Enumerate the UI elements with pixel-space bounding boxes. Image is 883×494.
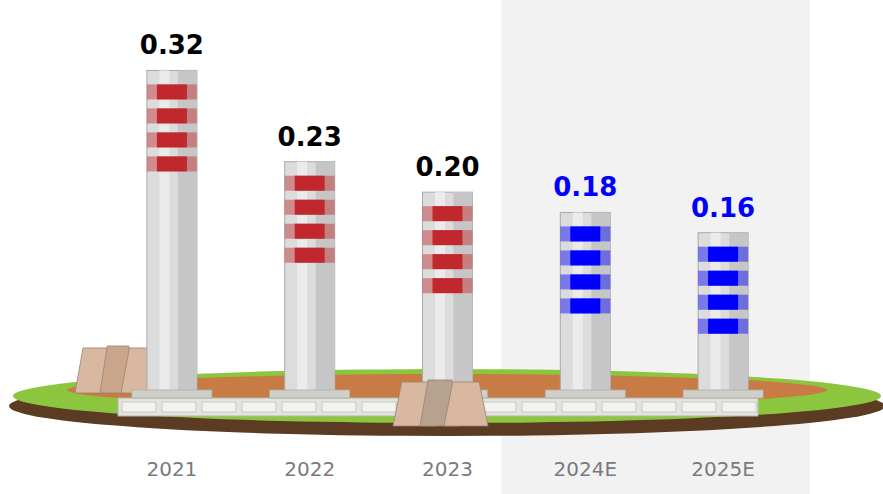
chimney [147, 70, 197, 395]
building [642, 402, 676, 412]
data-label: 0.32 [140, 30, 204, 60]
x-tick-label: 2023 [422, 457, 473, 481]
chimney-base [132, 390, 212, 398]
building [482, 402, 516, 412]
chimney-base [270, 390, 350, 398]
x-tick-label: 2025E [691, 457, 755, 481]
chimney-stripe [147, 156, 197, 171]
chimney-stripe [285, 176, 335, 191]
chimney-stripe [157, 108, 187, 123]
building [682, 402, 716, 412]
chimney [285, 162, 335, 395]
chimney-stripe [570, 226, 600, 241]
chimney-stripe [147, 132, 197, 147]
chimney-stripe [423, 254, 473, 269]
x-tick-label: 2024E [554, 457, 618, 481]
cooling-tower [444, 382, 488, 426]
chart: 0.32 2021 0.23 2022 0.20 2023 0.18 2024E 0.16 202… [0, 0, 883, 494]
chimney-stripe [423, 230, 473, 245]
chimney-stripe [157, 84, 187, 99]
chimney-shade [316, 162, 335, 395]
chimney-stripe [708, 295, 738, 310]
chimney-stripe [147, 84, 197, 99]
chimney-stripe [285, 200, 335, 215]
chimney-stripe [560, 250, 610, 265]
chimney-stripe [560, 274, 610, 289]
x-tick-label: 2022 [284, 457, 335, 481]
chimney-stripe [285, 248, 335, 263]
chimney-stripe [570, 274, 600, 289]
chimney-stripe [698, 319, 748, 334]
chimney-stripe [708, 319, 738, 334]
chimney-stripe [295, 200, 325, 215]
marks [147, 70, 748, 395]
data-label: 0.23 [278, 122, 342, 152]
chimney-shade [454, 192, 473, 395]
building [122, 402, 156, 412]
chimney-stripe [708, 271, 738, 286]
chimney-stripe [433, 230, 463, 245]
chimney-stripe [433, 206, 463, 221]
chimney-stripe [295, 248, 325, 263]
building [202, 402, 236, 412]
chimney-stripe [157, 132, 187, 147]
chart-container: 0.32 2021 0.23 2022 0.20 2023 0.18 2024E 0.16 202… [0, 0, 883, 494]
chimney-base [683, 390, 763, 398]
chimney [423, 192, 473, 395]
data-label: 0.18 [553, 172, 617, 202]
chimney-base [545, 390, 625, 398]
chimney-stripe [157, 156, 187, 171]
building [722, 402, 756, 412]
chimney-stripe [433, 254, 463, 269]
chimney-stripe [560, 298, 610, 313]
chimney-stripe [423, 206, 473, 221]
chimney-stripe [570, 298, 600, 313]
building [162, 402, 196, 412]
chimney-stripe [147, 108, 197, 123]
chimney [698, 233, 748, 395]
building [282, 402, 316, 412]
chimney-stripe [570, 250, 600, 265]
chimney-highlight [297, 162, 307, 395]
data-label: 0.16 [691, 193, 755, 223]
chimney-stripe [423, 278, 473, 293]
chimney-highlight [435, 192, 445, 395]
chimney-stripe [698, 271, 748, 286]
chimney-stripe [285, 224, 335, 239]
chimney [560, 212, 610, 395]
chimney-stripe [698, 247, 748, 262]
building [242, 402, 276, 412]
building [562, 402, 596, 412]
chimney-stripe [708, 247, 738, 262]
chimney-stripe [560, 226, 610, 241]
chimney-stripe [433, 278, 463, 293]
x-tick-label: 2021 [146, 457, 197, 481]
chimney-stripe [295, 176, 325, 191]
data-label: 0.20 [415, 152, 479, 182]
chimney-stripe [295, 224, 325, 239]
building [322, 402, 356, 412]
chimney-stripe [698, 295, 748, 310]
building [362, 402, 396, 412]
building [602, 402, 636, 412]
building [522, 402, 556, 412]
